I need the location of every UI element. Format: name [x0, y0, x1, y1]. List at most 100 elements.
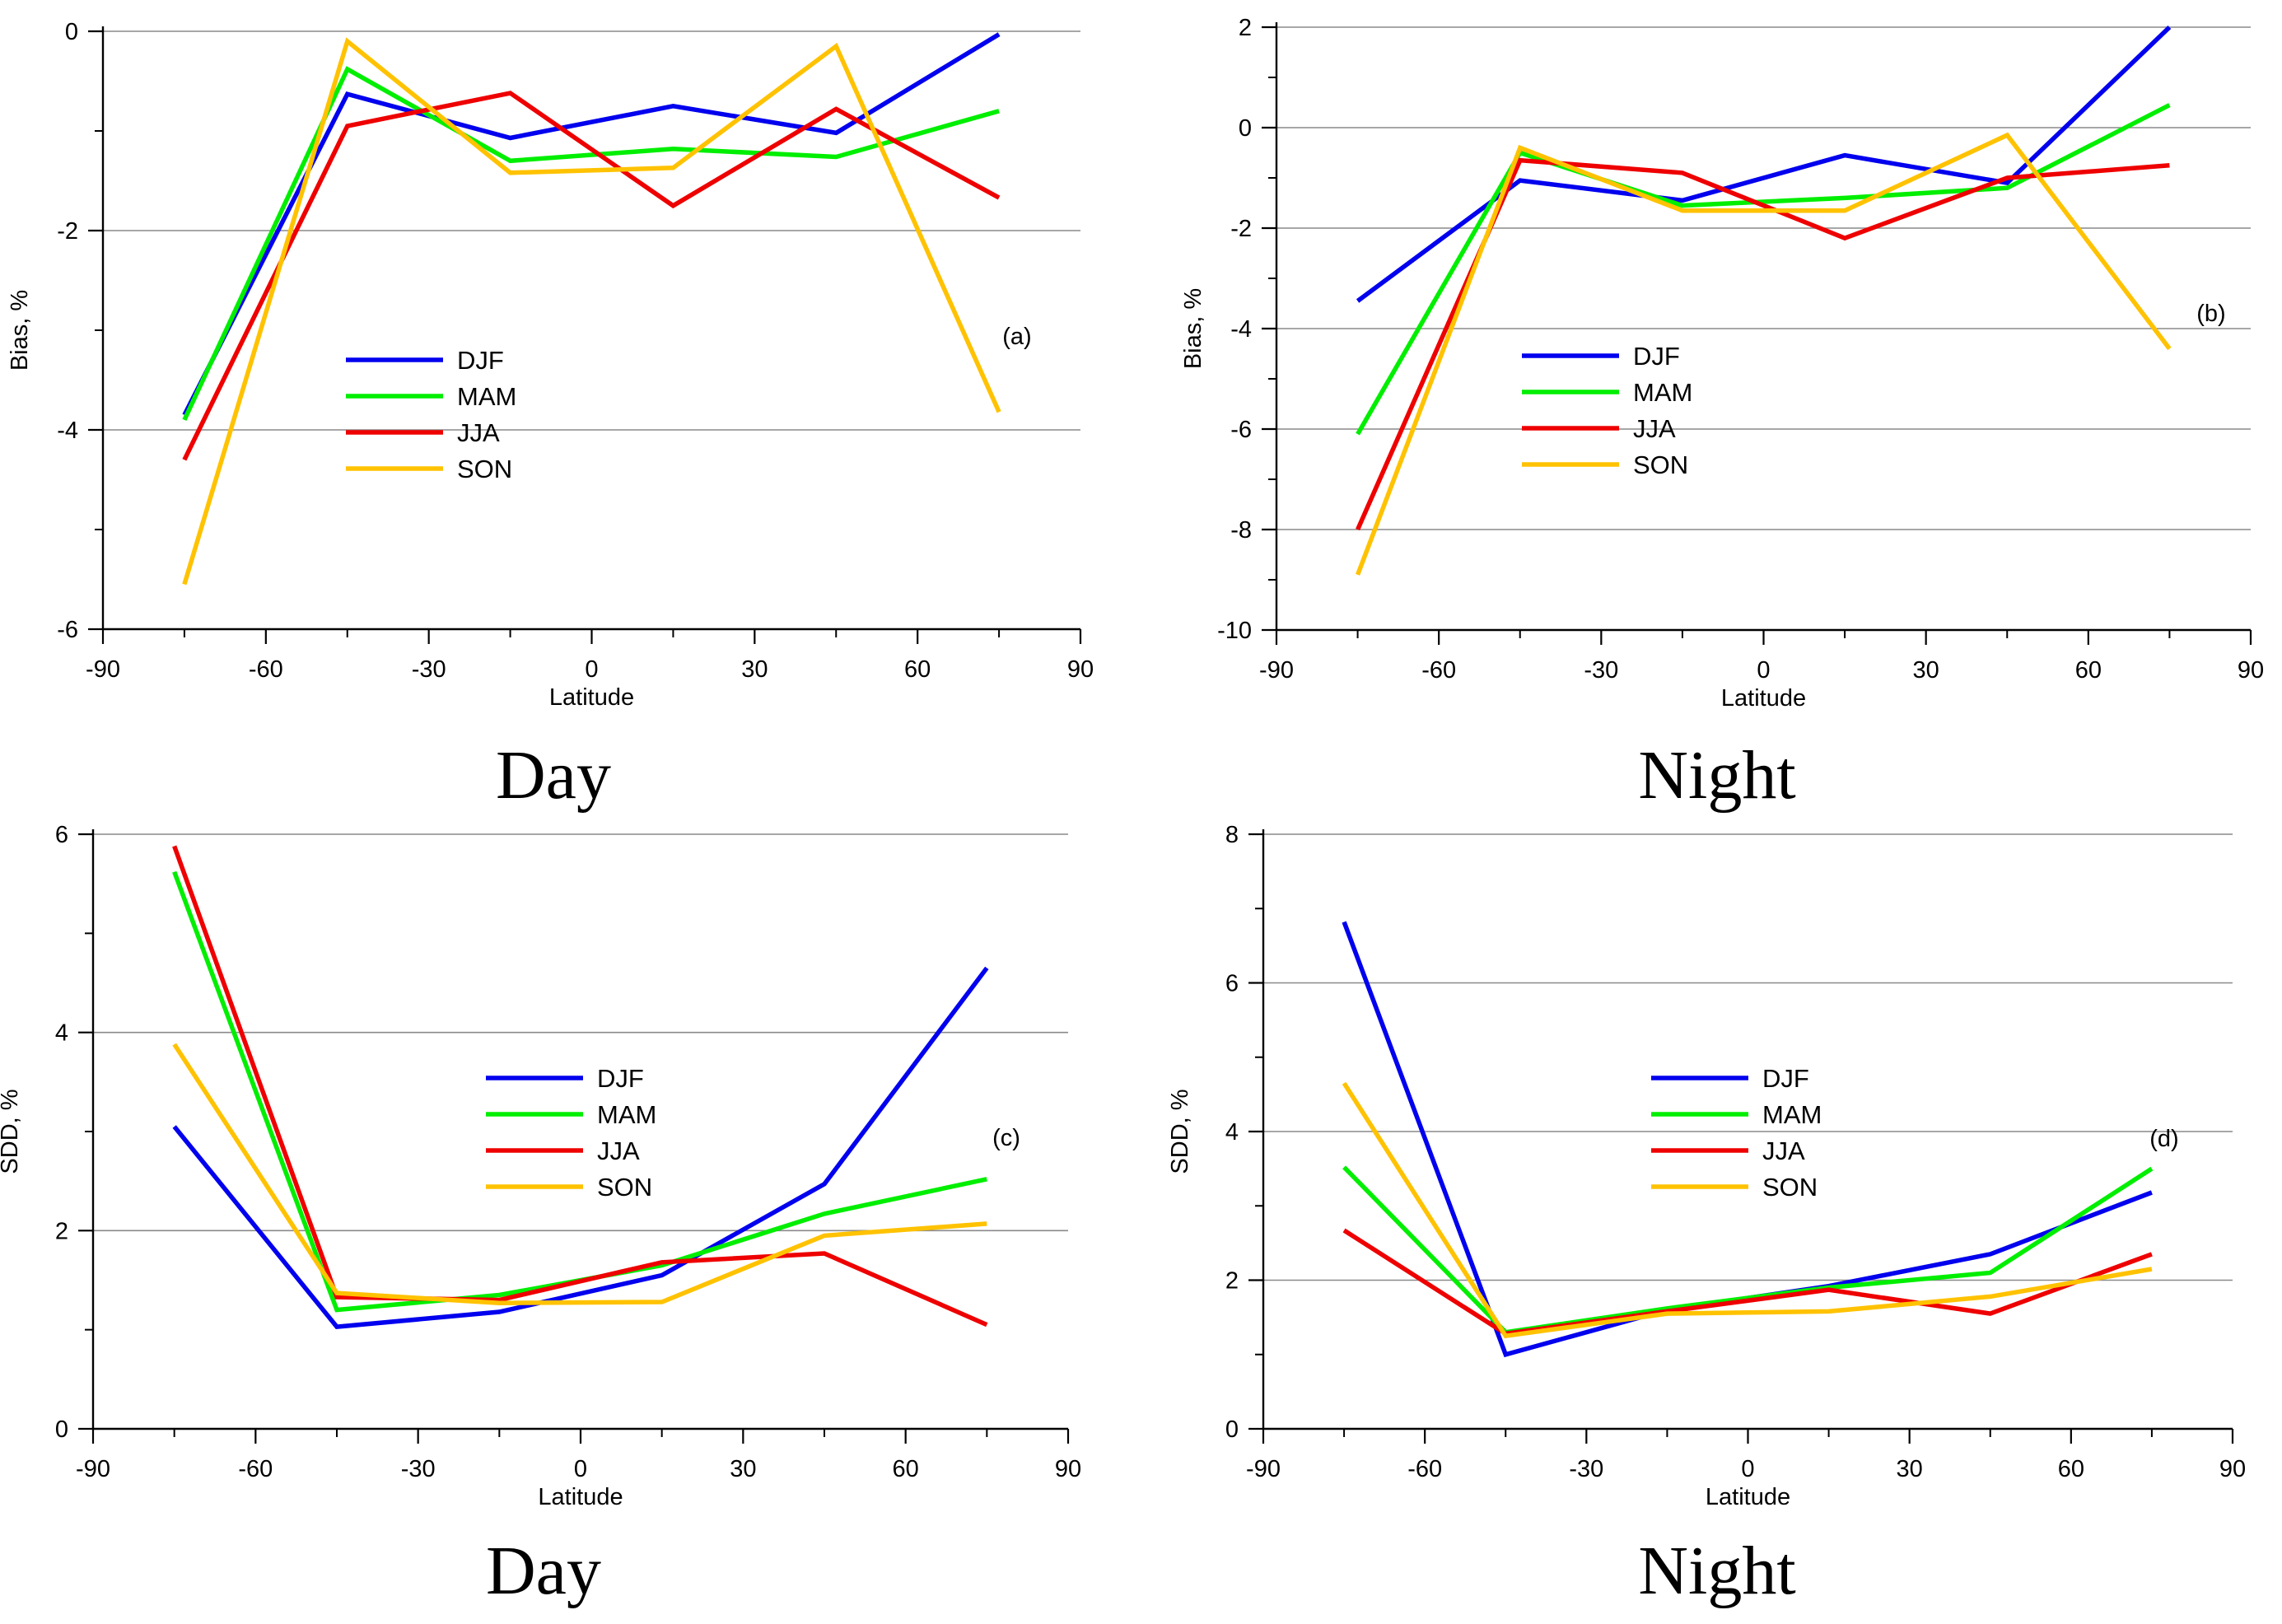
chart-b-panel-label: (b)	[2196, 301, 2225, 327]
chart-c-series-djf-line	[172, 966, 989, 1329]
chart-a-series-jja-line	[182, 91, 1001, 461]
chart-d-series-mam-line	[1342, 1165, 2154, 1335]
chart-panel-d: -90 -60 -30 0 30 60 90 0 2 4 6 8 Latitude SDD, % DJF MA…	[1141, 812, 2282, 1624]
chart-c-x-tick-label: 0	[574, 1456, 587, 1482]
chart-b-x-tick-label: -90	[1259, 657, 1294, 684]
chart-b-y-tick-label: 0	[1239, 115, 1252, 142]
chart-c-series-mam-line	[172, 870, 987, 1313]
chart-a-x-tick-label: 0	[585, 656, 598, 683]
chart-b-x-tick-label: -60	[1421, 657, 1456, 684]
chart-d-x-tick-label: 90	[2219, 1456, 2246, 1482]
chart-b-x-tick-label: 60	[2075, 657, 2102, 684]
chart-a-x-tick-label: 30	[741, 656, 768, 683]
chart-c-y-tick-label: 2	[55, 1218, 68, 1244]
chart-c-x-tick-label: 30	[730, 1456, 756, 1482]
chart-c-x-tick-label: 90	[1055, 1456, 1081, 1482]
chart-b-x-tick-label: 0	[1757, 657, 1770, 684]
chart-d-x-tick-label: -90	[1246, 1456, 1281, 1482]
chart-a-x-axis-title: Latitude	[549, 684, 634, 711]
chart-b-x-tick-label: 30	[1913, 657, 1939, 684]
chart-c-y-axis-title: SDD, %	[0, 1089, 23, 1174]
chart-c-y-tick-label: 4	[55, 1020, 68, 1047]
chart-a-legend-label-son: SON	[457, 455, 512, 483]
chart-d-caption: Night	[1638, 1533, 1796, 1609]
chart-b-y-tick-label: -6	[1230, 417, 1252, 443]
chart-d-y-tick-label: 4	[1225, 1119, 1239, 1146]
chart-c-legend-label-mam: MAM	[597, 1100, 656, 1129]
chart-d-x-tick-label: 60	[2058, 1456, 2084, 1482]
chart-a-x-tick-label: -90	[86, 656, 120, 683]
chart-d-legend-label-jja: JJA	[1762, 1136, 1805, 1165]
chart-d-legend-label-son: SON	[1762, 1173, 1818, 1202]
chart-b-x-axis-title: Latitude	[1721, 685, 1806, 712]
chart-a-legend-label-jja: JJA	[457, 418, 500, 447]
chart-d-svg: -90 -60 -30 0 30 60 90 0 2 4 6 8 Latitude SDD, % DJF MA…	[1167, 822, 2246, 1510]
chart-a-caption: Day	[496, 737, 611, 814]
chart-d-y-tick-label: 0	[1225, 1416, 1239, 1443]
chart-b-y-axis-title: Bias, %	[1180, 288, 1206, 369]
chart-b-y-tick-label: -4	[1230, 316, 1252, 343]
chart-d-y-axis-title: SDD, %	[1167, 1089, 1193, 1174]
chart-a-legend-label-djf: DJF	[457, 346, 504, 375]
chart-b-legend-label-mam: MAM	[1633, 378, 1692, 407]
chart-d-x-axis-title: Latitude	[1706, 1484, 1790, 1510]
chart-c-y-tick-label: 0	[55, 1416, 68, 1443]
chart-d-y-tick-label: 6	[1225, 971, 1239, 997]
chart-b-legend-label-son: SON	[1633, 450, 1688, 479]
chart-a-y-tick-label: 0	[65, 19, 78, 45]
chart-b-y-tick-label: -2	[1230, 216, 1252, 242]
chart-b-series-jja-line	[1356, 157, 2170, 531]
chart-b-y-tick-label: -10	[1217, 618, 1252, 644]
chart-b-y-tick-label: -8	[1230, 517, 1252, 544]
chart-b-series-son-line	[1356, 132, 2172, 576]
chart-c-series-jja-line	[172, 845, 988, 1328]
chart-d-legend-label-djf: DJF	[1762, 1064, 1809, 1093]
chart-b-svg: -90 -60 -30 0 30 60 90 -10 -8 -6 -4 -2 0 2 Latitude Bia…	[1180, 15, 2264, 712]
chart-c-caption: Day	[486, 1533, 601, 1609]
chart-a-x-tick-label: -60	[249, 656, 283, 683]
chart-c-legend-label-son: SON	[597, 1173, 652, 1202]
chart-d-x-tick-label: -30	[1569, 1456, 1603, 1482]
chart-a-y-tick-label: -2	[57, 218, 78, 245]
chart-c-x-tick-label: 60	[893, 1456, 919, 1482]
chart-c-x-tick-label: -60	[238, 1456, 273, 1482]
chart-d-series-jja-line	[1342, 1228, 2153, 1337]
chart-b-legend-label-jja: JJA	[1633, 414, 1676, 443]
chart-c-x-axis-title: Latitude	[538, 1484, 623, 1510]
chart-a-series-son-line	[182, 37, 1001, 586]
chart-c-legend-label-jja: JJA	[597, 1136, 640, 1165]
chart-a-x-tick-label: 60	[904, 656, 931, 683]
chart-b-x-tick-label: -30	[1584, 657, 1618, 684]
chart-b-x-tick-label: 90	[2238, 657, 2264, 684]
chart-c-y-tick-label: 6	[55, 822, 68, 848]
chart-d-legend-label-mam: MAM	[1762, 1100, 1822, 1129]
chart-b-caption: Night	[1638, 737, 1796, 814]
chart-c-series-son-line	[172, 1043, 987, 1305]
chart-panel-c: -90 -60 -30 0 30 60 90 0 2 4 6 Latitude SDD, % DJF MAM…	[0, 812, 1141, 1624]
chart-d-x-tick-label: 30	[1897, 1456, 1923, 1482]
chart-d-series-son-line	[1342, 1081, 2153, 1339]
chart-b-series-mam-line	[1356, 103, 2171, 436]
chart-a-series-djf-line	[182, 32, 1001, 417]
chart-a-y-axis-title: Bias, %	[7, 290, 33, 371]
chart-b-y-tick-label: 2	[1239, 15, 1252, 41]
chart-a-x-tick-label: 90	[1067, 656, 1094, 683]
chart-a-legend-label-mam: MAM	[457, 382, 516, 411]
chart-d-y-tick-label: 8	[1225, 822, 1239, 848]
chart-d-y-tick-label: 2	[1225, 1268, 1239, 1295]
chart-d-panel-label: (d)	[2149, 1126, 2178, 1152]
chart-panel-a: -90 -60 -30 0 30 60 90 -6 -4 -2 0 Latitude Bias, % DJ…	[0, 0, 1141, 812]
chart-a-x-tick-label: -30	[412, 656, 446, 683]
chart-panel-b: -90 -60 -30 0 30 60 90 -10 -8 -6 -4 -2 0 2 Latitude Bia…	[1141, 0, 2282, 812]
chart-d-x-tick-label: 0	[1741, 1456, 1754, 1482]
chart-c-legend-label-djf: DJF	[597, 1064, 644, 1093]
chart-a-y-tick-label: -4	[57, 418, 78, 444]
chart-a-y-tick-label: -6	[57, 617, 78, 643]
chart-b-legend-label-djf: DJF	[1633, 342, 1680, 371]
chart-a-panel-label: (a)	[1002, 324, 1031, 350]
chart-d-x-tick-label: -60	[1407, 1456, 1442, 1482]
chart-c-panel-label: (c)	[992, 1125, 1020, 1151]
chart-c-svg: -90 -60 -30 0 30 60 90 0 2 4 6 Latitude SDD, % DJF MAM…	[0, 822, 1081, 1510]
chart-c-x-tick-label: -30	[401, 1456, 436, 1482]
